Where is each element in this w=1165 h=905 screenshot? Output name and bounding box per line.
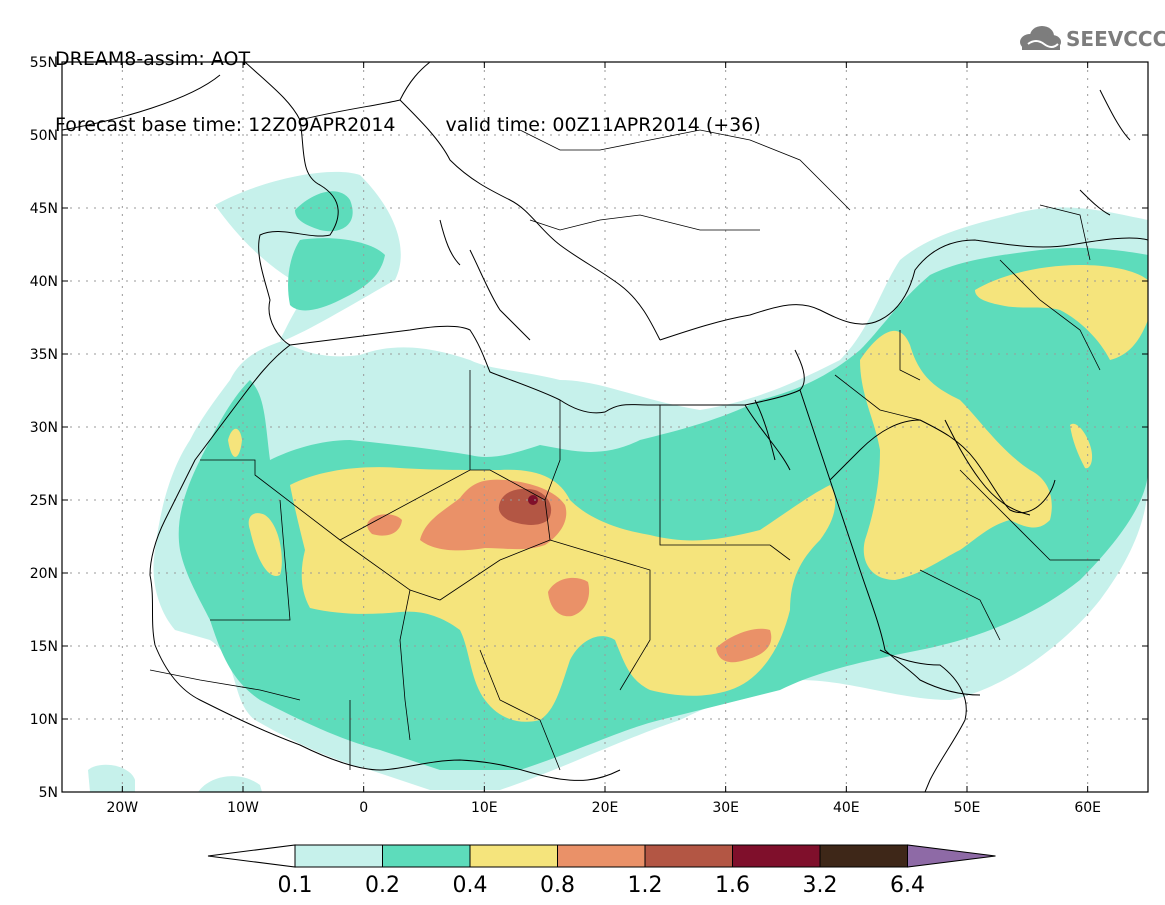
legend-swatch	[644, 844, 733, 868]
lon-label: 10W	[227, 800, 259, 816]
legend-swatch	[732, 844, 821, 868]
lon-label: 30E	[712, 800, 739, 816]
lon-label: 20E	[592, 800, 619, 816]
lon-label: 0	[359, 800, 368, 816]
legend-label: 0.8	[540, 873, 575, 898]
legend-arrow-high	[907, 844, 996, 868]
legend-label: 3.2	[803, 873, 838, 898]
product-title: DREAM8-assim: AOT	[55, 48, 251, 70]
lat-label: 40N	[30, 274, 58, 290]
legend-label: 1.2	[628, 873, 663, 898]
legend-labels: 0.1 0.2 0.4 0.8 1.2 1.6 3.2 6.4	[278, 873, 926, 898]
color-legend	[207, 844, 996, 868]
legend-label: 1.6	[715, 873, 750, 898]
seevccc-logo: SEEVCCC	[1016, 24, 1165, 54]
lon-label: 50E	[954, 800, 981, 816]
longitude-labels: 20W 10W 0 10E 20E 30E 40E 50E 60E	[106, 800, 1101, 816]
cloud-icon	[1020, 26, 1061, 50]
lat-label: 30N	[30, 420, 58, 436]
axis-ticks	[62, 61, 1148, 793]
lat-label: 10N	[30, 712, 58, 728]
lat-label: 50N	[30, 128, 58, 144]
coastlines	[62, 62, 1148, 792]
latitude-labels: 55N 50N 45N 40N 35N 30N 25N 20N 15N 10N 5N	[30, 55, 58, 801]
legend-label: 0.2	[365, 873, 400, 898]
lat-label: 25N	[30, 493, 58, 509]
lon-label: 10E	[471, 800, 498, 816]
aot-contours	[88, 171, 1148, 792]
legend-swatch	[469, 844, 558, 868]
legend-label: 6.4	[890, 873, 925, 898]
legend-swatch	[819, 844, 908, 868]
legend-swatch	[382, 844, 471, 868]
lat-label: 5N	[39, 785, 58, 801]
aot-level-1.2	[498, 488, 552, 525]
aot-level-1.6	[528, 495, 538, 505]
legend-arrow-low	[207, 844, 296, 868]
legend-swatch	[557, 844, 646, 868]
lat-label: 20N	[30, 566, 58, 582]
logo-text: SEEVCCC	[1066, 27, 1165, 51]
valid-time-label: valid time: 00Z11APR2014 (+36)	[445, 114, 761, 136]
lat-label: 15N	[30, 639, 58, 655]
map-gridlines	[62, 62, 1148, 792]
lat-label: 45N	[30, 201, 58, 217]
lat-label: 35N	[30, 347, 58, 363]
map-title: DREAM8-assim: AOT Forecast base time: 12…	[55, 4, 761, 158]
lat-label: 55N	[30, 55, 58, 71]
lon-label: 40E	[833, 800, 860, 816]
legend-label: 0.1	[278, 873, 313, 898]
legend-swatch	[294, 844, 383, 868]
base-time-label: Forecast base time: 12Z09APR2014	[55, 114, 396, 136]
country-borders	[149, 129, 1101, 771]
legend-label: 0.4	[453, 873, 488, 898]
lon-label: 60E	[1074, 800, 1101, 816]
lon-label: 20W	[106, 800, 138, 816]
